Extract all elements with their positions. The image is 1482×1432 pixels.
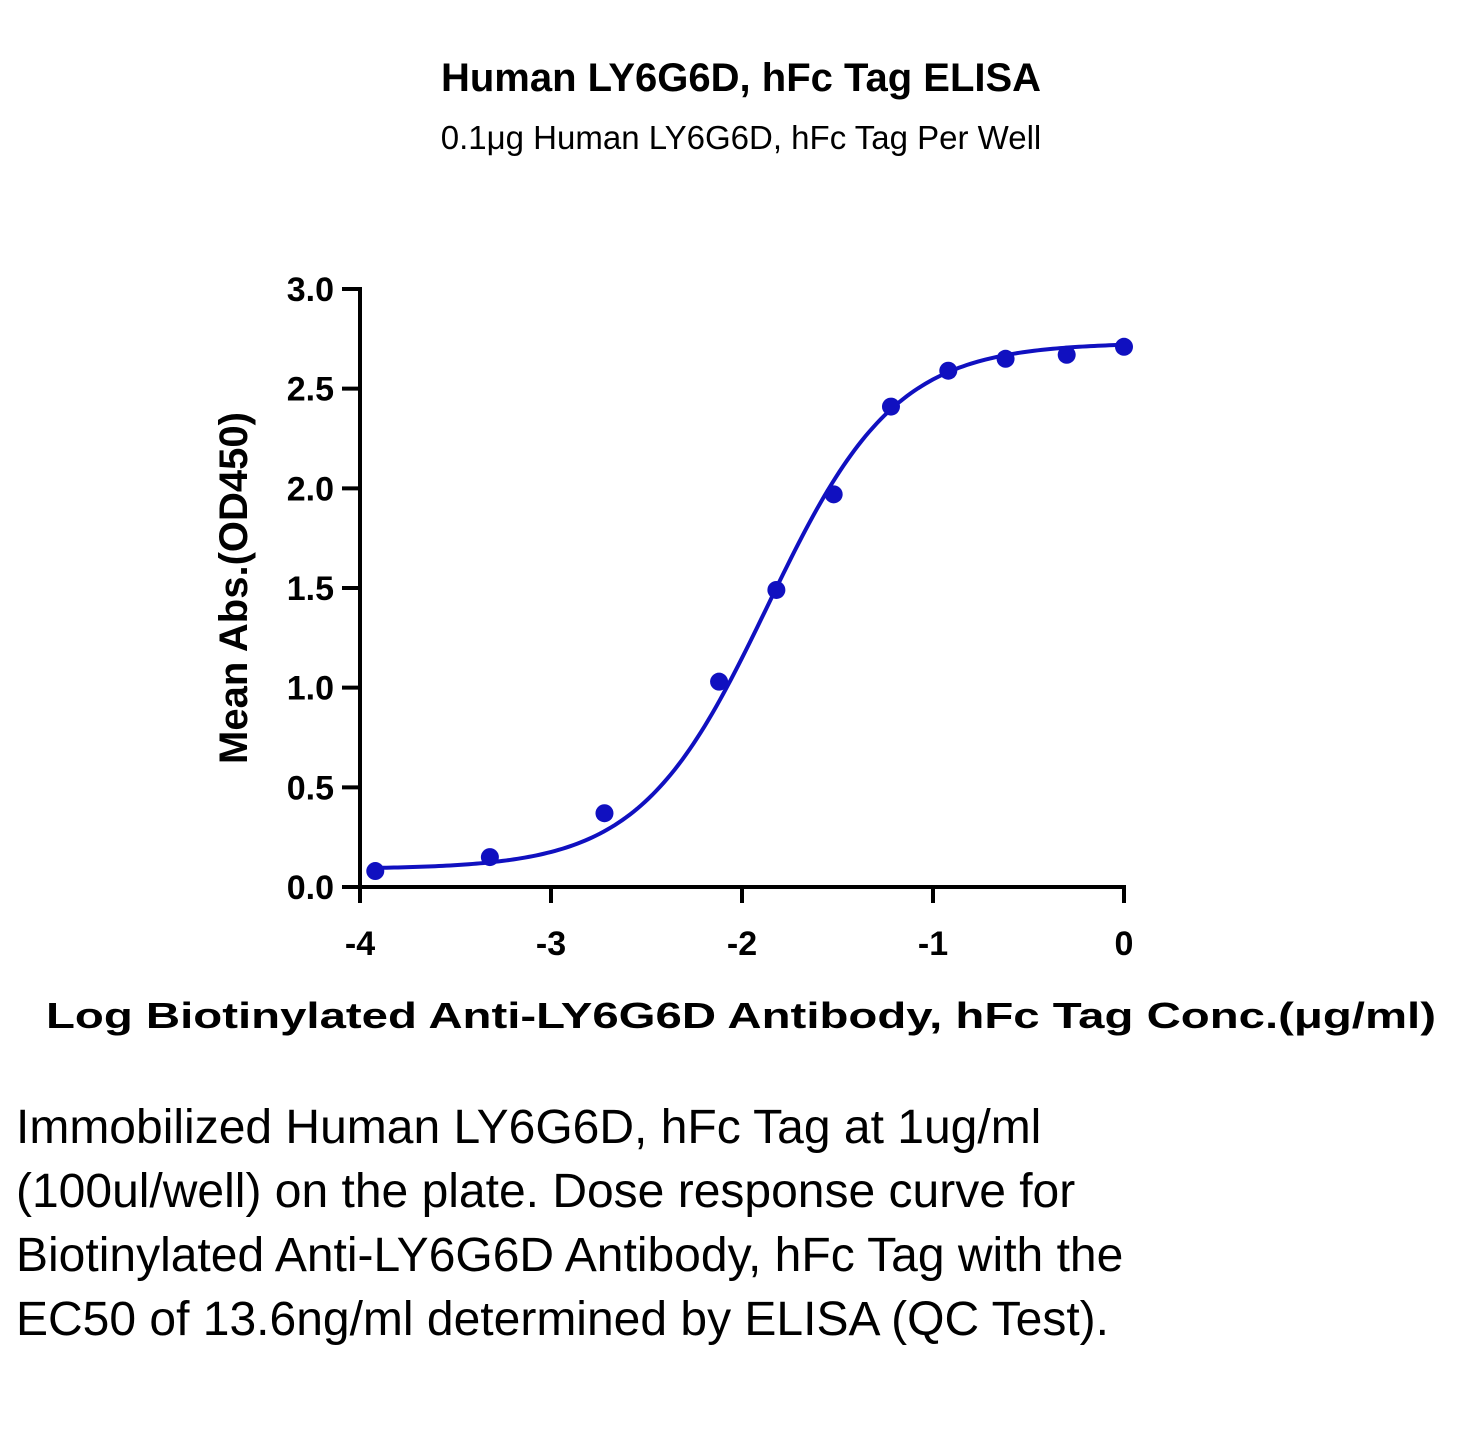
- data-points: [366, 337, 1133, 881]
- data-point: [767, 580, 786, 599]
- y-tick-label: 2.0: [287, 470, 334, 508]
- x-tick-label: -3: [536, 925, 566, 963]
- data-point: [996, 349, 1015, 368]
- axes: 0.0 0.5 1.0 1.5 2.0 2.5 3.0 -4 -3 -2 -1 0: [287, 271, 1134, 963]
- x-tick-label: -4: [345, 925, 375, 963]
- x-axis-label: Log Biotinylated Anti-LY6G6D Antibody, h…: [46, 995, 1436, 1036]
- data-point: [881, 397, 900, 416]
- y-tick-label: 3.0: [287, 271, 334, 309]
- y-tick-label: 2.5: [287, 371, 334, 409]
- figure-caption: Immobilized Human LY6G6D, hFc Tag at 1ug…: [16, 1101, 1124, 1346]
- fit-curve-group: [375, 342, 1125, 870]
- y-axis-label: Mean Abs.(OD450): [212, 412, 256, 764]
- y-tick-label: 1.0: [287, 670, 334, 708]
- x-tick-label: 0: [1115, 925, 1134, 963]
- chart-title: Human LY6G6D, hFc Tag ELISA: [440, 56, 1042, 100]
- y-tick-label: 0.5: [287, 769, 334, 807]
- data-point: [1057, 345, 1076, 364]
- chart-subtitle: 0.1μg Human LY6G6D, hFc Tag Per Well: [440, 119, 1042, 156]
- data-point: [595, 804, 614, 823]
- elisa-chart: 0.0 0.5 1.0 1.5 2.0 2.5 3.0 -4 -3 -2 -1 0 Mean Abs.…: [46, 271, 1436, 1036]
- y-tick-label: 0.0: [287, 869, 334, 907]
- data-point: [480, 848, 499, 867]
- data-point: [1115, 337, 1133, 356]
- data-point: [824, 485, 843, 504]
- data-point: [710, 672, 729, 691]
- data-point: [366, 862, 385, 881]
- x-tick-label: -1: [918, 925, 948, 963]
- fit-curve: [375, 342, 1125, 870]
- data-point: [939, 361, 958, 380]
- y-tick-label: 1.5: [287, 570, 334, 608]
- x-tick-label: -2: [727, 925, 757, 963]
